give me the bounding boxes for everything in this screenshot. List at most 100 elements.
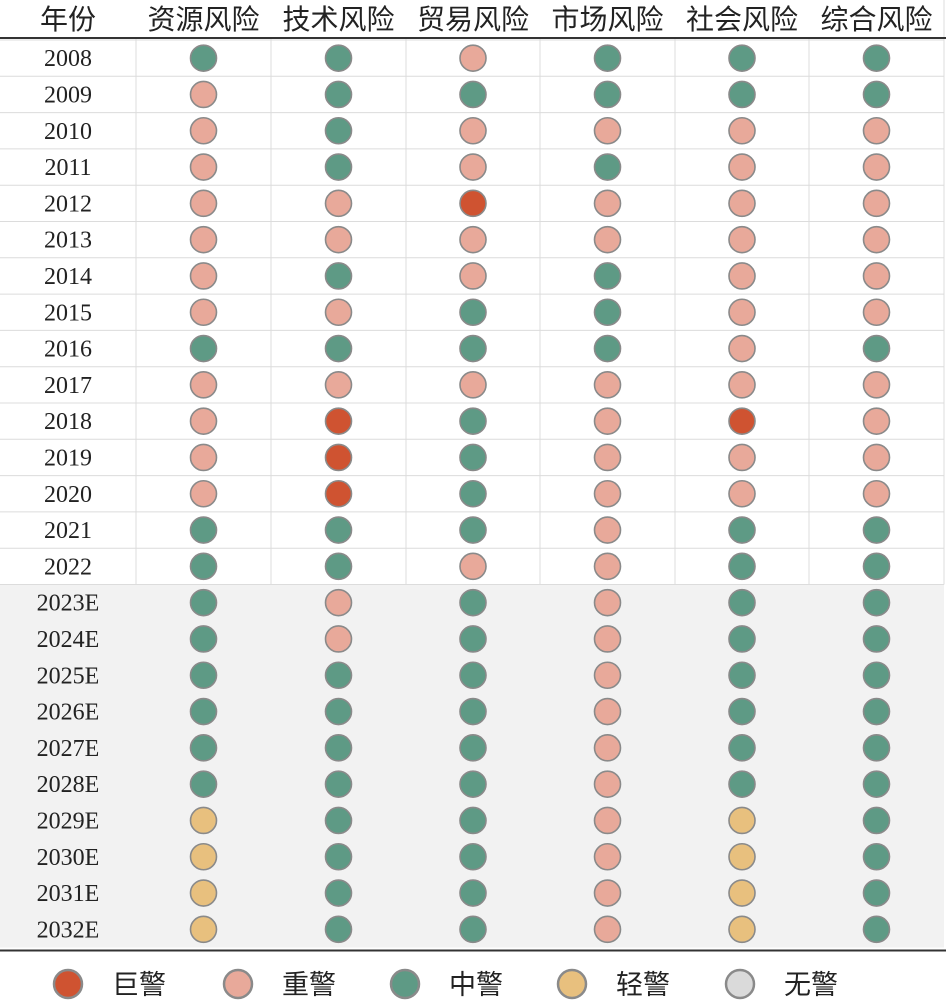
warning-dot xyxy=(862,588,891,617)
warning-dot xyxy=(189,552,218,581)
warning-dot xyxy=(459,443,487,472)
warning-dot xyxy=(728,225,756,254)
warning-dot xyxy=(189,116,218,145)
year-label: 2022 xyxy=(44,554,92,580)
warning-dot xyxy=(862,407,891,435)
warning-dot xyxy=(324,770,353,798)
warning-dot xyxy=(189,225,218,254)
year-label: 2008 xyxy=(44,46,92,72)
warning-dot xyxy=(324,371,353,399)
year-label: 2030E xyxy=(37,845,100,871)
header-5: 社会风险 xyxy=(686,4,798,36)
warning-dot xyxy=(189,588,218,617)
warning-dot xyxy=(324,80,353,109)
year-label: 2021 xyxy=(44,518,92,544)
warning-dot xyxy=(189,334,218,363)
warning-dot xyxy=(189,734,218,762)
warning-dot xyxy=(459,806,487,835)
warning-dot xyxy=(862,371,891,399)
warning-dot xyxy=(862,806,891,835)
warning-dot xyxy=(728,262,756,290)
warning-dot xyxy=(189,516,218,544)
warning-dot xyxy=(324,842,353,871)
warning-dot xyxy=(728,697,756,726)
year-label: 2017 xyxy=(44,373,92,399)
legend-label: 无警 xyxy=(784,970,838,1000)
year-label: 2023E xyxy=(37,591,100,617)
warning-dot xyxy=(862,915,891,944)
year-label: 2013 xyxy=(44,228,92,254)
legend-label: 中警 xyxy=(449,970,503,1000)
warning-dot xyxy=(862,625,891,653)
warning-dot xyxy=(189,298,218,327)
warning-dot xyxy=(593,44,622,72)
warning-dot xyxy=(459,879,487,907)
warning-dot xyxy=(593,879,622,907)
year-label: 2019 xyxy=(44,445,92,471)
warning-dot xyxy=(324,915,353,944)
warning-dot xyxy=(324,806,353,835)
warning-dot xyxy=(862,661,891,690)
warning-dot xyxy=(593,842,622,871)
warning-dot xyxy=(862,189,891,218)
warning-dot xyxy=(189,44,218,72)
warning-dot xyxy=(862,153,891,181)
warning-dot xyxy=(728,371,756,399)
warning-dot xyxy=(459,770,487,798)
warning-dot xyxy=(459,116,487,145)
warning-dot xyxy=(459,407,487,435)
warning-dot xyxy=(728,298,756,327)
warning-dot xyxy=(593,189,622,218)
warning-dot xyxy=(862,443,891,472)
warning-dot xyxy=(728,189,756,218)
warning-dot xyxy=(728,407,756,435)
warning-dot xyxy=(189,842,218,871)
warning-dot xyxy=(728,770,756,798)
warning-dot xyxy=(728,443,756,472)
year-label: 2016 xyxy=(44,337,92,363)
warning-dot xyxy=(728,552,756,581)
warning-dot xyxy=(593,806,622,835)
header-1: 资源风险 xyxy=(147,4,259,36)
year-label: 2031E xyxy=(37,881,100,907)
warning-dot xyxy=(862,44,891,72)
legend-dot xyxy=(724,968,756,1000)
warning-dot xyxy=(728,153,756,181)
warning-dot xyxy=(593,298,622,327)
warning-dot xyxy=(189,262,218,290)
header-6: 综合风险 xyxy=(820,4,932,36)
year-label: 2028E xyxy=(37,772,100,798)
warning-dot xyxy=(189,661,218,690)
warning-dot xyxy=(728,80,756,109)
warning-dot xyxy=(459,371,487,399)
warning-dot xyxy=(459,516,487,544)
warning-dot xyxy=(324,516,353,544)
warning-dot xyxy=(459,44,487,72)
warning-dot xyxy=(324,153,353,181)
year-label: 2029E xyxy=(37,808,100,834)
legend-dot xyxy=(389,968,421,1000)
warning-dot xyxy=(459,697,487,726)
warning-dot xyxy=(862,80,891,109)
header-3: 贸易风险 xyxy=(417,4,529,36)
legend-label: 巨警 xyxy=(112,970,166,1000)
year-label: 2014 xyxy=(44,264,92,290)
warning-dot xyxy=(324,334,353,363)
warning-dot xyxy=(189,153,218,181)
warning-dot xyxy=(728,516,756,544)
warning-dot xyxy=(593,479,622,508)
warning-dot xyxy=(189,407,218,435)
warning-dot xyxy=(593,334,622,363)
warning-dot xyxy=(862,552,891,581)
warning-dot xyxy=(593,697,622,726)
warning-dot xyxy=(593,80,622,109)
warning-dot xyxy=(189,697,218,726)
warning-dot xyxy=(593,770,622,798)
warning-dot xyxy=(189,879,218,907)
warning-dot xyxy=(459,661,487,690)
warning-dot xyxy=(728,915,756,944)
year-label: 2024E xyxy=(37,627,100,653)
warning-dot xyxy=(593,915,622,944)
year-label: 2009 xyxy=(44,82,92,108)
year-label: 2025E xyxy=(37,663,100,689)
